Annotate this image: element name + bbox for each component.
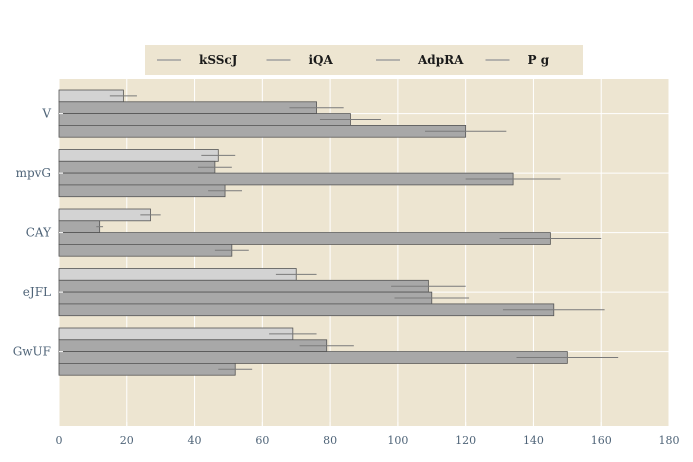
x-tick-label: 140 [523,434,544,447]
bar [58,220,101,234]
x-tick-label: 100 [387,434,408,447]
legend-label: iQA [309,53,334,67]
bar [58,125,467,138]
bar [58,291,433,305]
category-label: V [41,107,51,121]
x-tick-label: 160 [591,434,612,447]
x-tick-label: 40 [188,434,202,447]
x-tick-label: 0 [56,434,63,447]
x-tick-label: 120 [455,434,476,447]
bar [58,339,328,352]
bar [58,243,233,257]
bar [58,149,219,162]
legend-label: P g [528,53,550,67]
bar [58,172,514,186]
bar [58,303,555,317]
bar [58,362,236,376]
bar [58,160,216,174]
legend-box [145,45,583,75]
bars-group [58,89,619,376]
x-tick-label: 60 [255,434,269,447]
x-tick-label: 20 [120,434,134,447]
category-label: GwUF [13,345,51,359]
bar [58,208,151,222]
bar [58,351,568,364]
bar [58,101,317,115]
category-label: eJFL [23,285,51,299]
legend: kSScJ iQA AdpRA P g [145,45,583,75]
category-label: CAY [26,226,52,240]
bar [58,232,551,245]
legend-label: kSScJ [199,53,238,67]
bar [58,268,297,281]
bar [58,184,226,198]
category-label: mpvG [16,166,51,180]
bar [58,279,429,293]
x-tick-label: 180 [659,434,680,447]
x-tick-label: 80 [323,434,337,447]
x-axis: 0 20 40 60 80 100 120 140 160 180 [56,422,680,447]
legend-label: AdpRA [417,53,464,67]
bar [58,327,294,341]
bar [58,113,351,126]
